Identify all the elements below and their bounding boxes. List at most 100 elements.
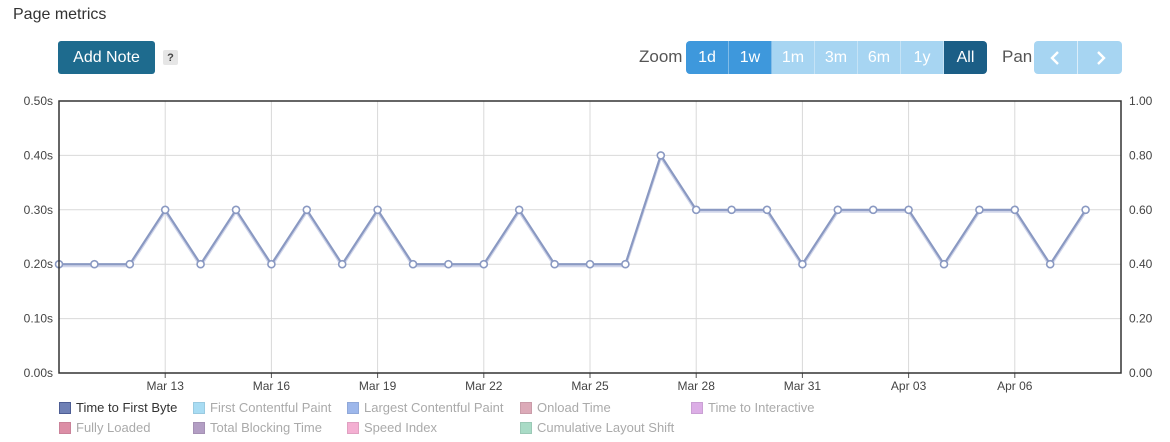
data-point[interactable]	[904, 205, 913, 215]
y-left-tick-label: 0.20s	[24, 257, 53, 271]
help-icon[interactable]: ?	[163, 50, 178, 65]
data-point[interactable]	[727, 205, 736, 215]
legend-item-fully-loaded[interactable]: Fully Loaded	[59, 420, 150, 435]
legend-swatch	[520, 421, 532, 434]
legend-swatch	[193, 401, 205, 414]
x-tick-label: Mar 19	[359, 379, 397, 393]
page-title: Page metrics	[13, 6, 107, 23]
data-point[interactable]	[550, 259, 559, 269]
data-point[interactable]	[196, 259, 205, 269]
data-point[interactable]	[762, 205, 772, 215]
pan-button-group	[1034, 41, 1122, 74]
legend-label: Cumulative Layout Shift	[537, 420, 675, 435]
y-left-tick-label: 0.10s	[24, 312, 53, 326]
zoom-button-1y[interactable]: 1y	[901, 41, 944, 74]
y-right-tick-label: 0.20	[1129, 312, 1153, 326]
zoom-button-1w[interactable]: 1w	[729, 41, 772, 74]
chevron-left-icon	[1049, 50, 1059, 65]
y-left-tick-label: 0.50s	[24, 94, 53, 108]
plot-frame	[58, 100, 1122, 374]
legend-label: Time to First Byte	[76, 400, 178, 415]
zoom-label: Zoom	[639, 47, 683, 66]
y-right-tick-label: 1.00	[1129, 94, 1153, 108]
data-point[interactable]	[267, 259, 276, 269]
x-tick-label: Mar 31	[784, 379, 822, 393]
legend-item-speed-index[interactable]: Speed Index	[347, 420, 437, 435]
data-point[interactable]	[1010, 205, 1020, 215]
legend-item-onload-time[interactable]: Onload Time	[520, 400, 611, 415]
legend-item-time-to-first-byte[interactable]: Time to First Byte	[59, 400, 177, 415]
x-tick-label: Mar 22	[465, 379, 503, 393]
x-tick-label: Mar 13	[147, 379, 185, 393]
legend-swatch	[691, 401, 703, 414]
pan-left-button[interactable]	[1034, 41, 1078, 74]
data-point[interactable]	[833, 205, 843, 215]
legend-swatch	[59, 401, 71, 414]
data-point[interactable]	[868, 205, 878, 215]
legend-label: First Contentful Paint	[210, 400, 332, 415]
x-tick-label: Mar 16	[253, 379, 291, 393]
zoom-button-1d[interactable]: 1d	[686, 41, 729, 74]
pan-right-button[interactable]	[1078, 41, 1122, 74]
chevron-right-icon	[1097, 50, 1106, 65]
legend-item-cumulative-layout-shift[interactable]: Cumulative Layout Shift	[520, 420, 674, 435]
data-point[interactable]	[621, 259, 630, 269]
zoom-button-all[interactable]: All	[944, 41, 987, 74]
data-point[interactable]	[691, 205, 701, 215]
data-point[interactable]	[656, 151, 666, 160]
legend-swatch	[59, 421, 71, 434]
legend-label: Fully Loaded	[76, 420, 151, 435]
y-right-tick-label: 0.00	[1129, 366, 1153, 380]
data-point[interactable]	[90, 259, 99, 269]
legend-swatch	[520, 401, 532, 414]
data-point[interactable]	[975, 205, 984, 215]
x-tick-label: Apr 06	[997, 379, 1033, 393]
data-point[interactable]	[231, 205, 241, 215]
x-tick-label: Apr 03	[891, 379, 927, 393]
line-chart: 0.00s 0.00 0.10s 0.20 0.20s 0.40 0.30s 0.60 0.40…	[24, 94, 1153, 393]
data-point[interactable]	[479, 259, 489, 269]
y-right-tick-label: 0.80	[1129, 148, 1153, 162]
data-point[interactable]	[585, 259, 595, 269]
series-line-time-to-first-byte	[59, 154, 1087, 266]
data-point[interactable]	[302, 205, 312, 215]
data-point[interactable]	[798, 259, 807, 269]
legend-label: Total Blocking Time	[210, 420, 322, 435]
legend-item-largest-contentful-paint[interactable]: Largest Contentful Paint	[347, 400, 503, 415]
y-left-tick-label: 0.40s	[24, 148, 53, 162]
legend-item-first-contentful-paint[interactable]: First Contentful Paint	[193, 400, 331, 415]
data-point[interactable]	[337, 259, 347, 269]
data-point[interactable]	[514, 205, 524, 215]
legend-item-time-to-interactive[interactable]: Time to Interactive	[691, 400, 814, 415]
legend-swatch	[347, 401, 359, 414]
zoom-button-1m[interactable]: 1m	[772, 41, 815, 74]
data-point[interactable]	[160, 205, 170, 215]
data-point[interactable]	[444, 259, 453, 269]
data-point[interactable]	[373, 205, 382, 215]
chart-legend: Time to First Byte First Contentful Paint…	[59, 400, 1059, 440]
data-point[interactable]	[1081, 205, 1090, 215]
add-note-button[interactable]: Add Note	[58, 41, 155, 74]
y-left-tick-label: 0.30s	[24, 203, 53, 217]
data-point[interactable]	[939, 259, 949, 269]
legend-item-total-blocking-time[interactable]: Total Blocking Time	[193, 420, 322, 435]
legend-label: Onload Time	[537, 400, 611, 415]
y-right-tick-label: 0.40	[1129, 257, 1153, 271]
legend-label: Speed Index	[364, 420, 438, 435]
zoom-button-6m[interactable]: 6m	[858, 41, 901, 74]
legend-label: Largest Contentful Paint	[364, 400, 504, 415]
x-tick-label: Mar 28	[678, 379, 716, 393]
data-point[interactable]	[125, 259, 135, 269]
y-right-tick-label: 0.60	[1129, 203, 1153, 217]
x-tick-label: Mar 25	[571, 379, 609, 393]
data-point[interactable]	[1045, 259, 1055, 269]
legend-swatch	[193, 421, 205, 434]
data-point[interactable]	[408, 259, 418, 269]
y-left-tick-label: 0.00s	[24, 366, 53, 380]
legend-swatch	[347, 421, 359, 434]
pan-label: Pan	[1002, 47, 1033, 66]
zoom-button-group: 1d 1w 1m 3m 6m 1y All	[686, 41, 987, 74]
series-line-shadow	[59, 153, 1087, 269]
legend-label: Time to Interactive	[708, 400, 815, 415]
zoom-button-3m[interactable]: 3m	[815, 41, 858, 74]
